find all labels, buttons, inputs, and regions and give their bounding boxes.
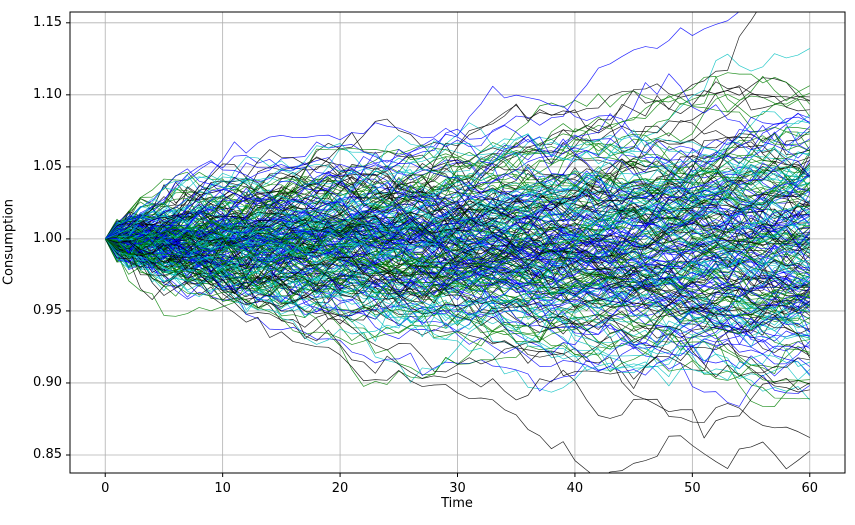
y-tick-label: 0.90 xyxy=(33,375,62,391)
y-tick-label: 1.10 xyxy=(33,87,62,103)
x-tick-label: 30 xyxy=(449,481,466,496)
x-tick-label: 0 xyxy=(101,481,110,496)
y-tick-label: 1.00 xyxy=(33,231,62,247)
y-tick-label: 1.15 xyxy=(33,15,62,31)
y-tick-label: 0.95 xyxy=(33,303,62,319)
x-axis-title: Time xyxy=(441,496,473,511)
y-tick-label: 0.85 xyxy=(33,447,62,463)
x-tick-label: 10 xyxy=(214,481,231,496)
x-tick-label: 20 xyxy=(331,481,349,496)
y-tick-label: 1.05 xyxy=(33,159,62,175)
x-tick-label: 40 xyxy=(566,481,584,496)
x-tick-label: 60 xyxy=(801,481,819,496)
x-tick-label: 50 xyxy=(684,481,701,496)
y-axis-title: Consumption xyxy=(1,198,17,286)
